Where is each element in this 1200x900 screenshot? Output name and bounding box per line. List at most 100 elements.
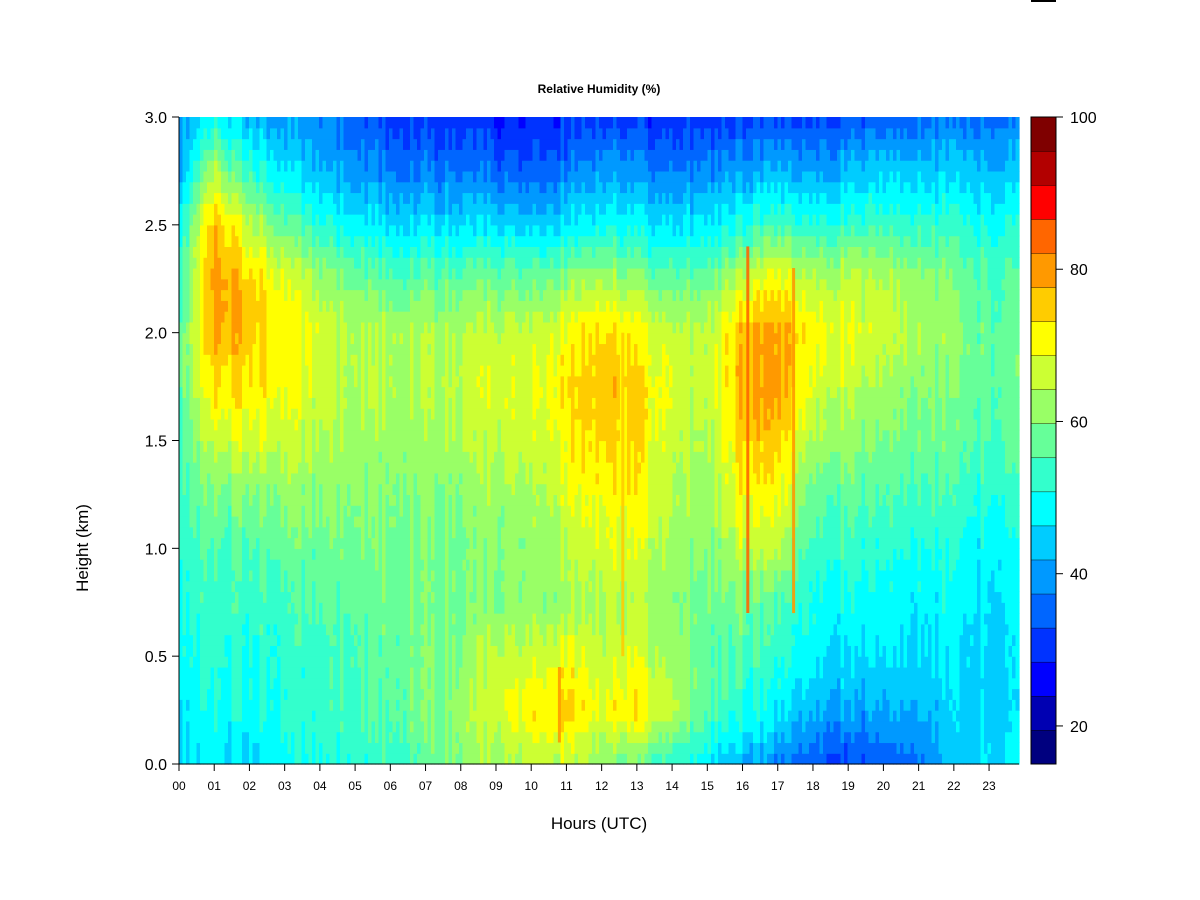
heatmap-cell (308, 440, 313, 452)
heatmap-cell (263, 246, 268, 258)
heatmap-cell (424, 321, 429, 334)
heatmap-cell (214, 170, 219, 183)
heatmap-cell (438, 311, 443, 323)
heatmap-cell (249, 408, 254, 420)
heatmap-cell (235, 742, 240, 754)
heatmap-cell (333, 731, 338, 744)
heatmap-cell (308, 149, 313, 161)
heatmap-cell (256, 472, 261, 485)
heatmap-cell (182, 666, 187, 679)
heatmap-cell (333, 559, 338, 571)
heatmap-cell (277, 602, 282, 614)
heatmap-cell (203, 365, 208, 377)
heatmap-cell (361, 257, 366, 269)
heatmap-cell (448, 278, 453, 291)
heatmap-cell (420, 375, 425, 388)
heatmap-cell (462, 569, 467, 582)
heatmap-cell (431, 311, 436, 323)
heatmap-cell (378, 602, 383, 614)
heatmap-cell (182, 710, 187, 722)
heatmap-cell (382, 677, 387, 690)
heatmap-cell (179, 386, 184, 398)
heatmap-cell (417, 602, 422, 614)
heatmap-cell (455, 494, 460, 506)
heatmap-cell (382, 354, 387, 366)
heatmap-cell (417, 494, 422, 506)
heatmap-cell (343, 483, 348, 496)
heatmap-cell (441, 666, 446, 679)
heatmap-cell (469, 742, 474, 754)
heatmap-cell (417, 354, 422, 366)
heatmap-cell (441, 203, 446, 215)
heatmap-cell (326, 494, 331, 506)
heatmap-cell (305, 505, 310, 517)
heatmap-cell (392, 526, 397, 539)
heatmap-cell (329, 710, 334, 722)
heatmap-cell (252, 332, 257, 345)
heatmap-cell (315, 602, 320, 614)
heatmap-cell (238, 354, 243, 366)
heatmap-cell (196, 181, 201, 194)
heatmap-cell (228, 602, 233, 614)
heatmap-cell (333, 181, 338, 194)
heatmap-cell (333, 645, 338, 657)
heatmap-cell (382, 483, 387, 496)
heatmap-cell (179, 138, 184, 150)
heatmap-cell (235, 117, 240, 129)
heatmap-cell (287, 127, 292, 140)
heatmap-cell (357, 710, 362, 722)
heatmap-cell (207, 321, 212, 334)
heatmap-cell (228, 117, 233, 129)
heatmap-cell (434, 160, 439, 172)
heatmap-cell (235, 656, 240, 668)
heatmap-cell (308, 731, 313, 744)
heatmap-cell (392, 515, 397, 528)
heatmap-cell (203, 375, 208, 388)
heatmap-cell (298, 451, 303, 463)
heatmap-cell (357, 192, 362, 204)
heatmap-cell (410, 160, 415, 172)
heatmap-cell (207, 235, 212, 247)
heatmap-cell (347, 656, 352, 668)
heatmap-cell (455, 235, 460, 247)
heatmap-cell (347, 548, 352, 560)
heatmap-cell (389, 278, 394, 291)
heatmap-cell (434, 321, 439, 334)
heatmap-cell (459, 623, 464, 636)
heatmap-cell (196, 418, 201, 431)
heatmap-cell (466, 559, 471, 571)
heatmap-cell (301, 613, 306, 625)
heatmap-cell (326, 505, 331, 517)
heatmap-cell (189, 160, 194, 172)
heatmap-cell (455, 569, 460, 582)
heatmap-cell (340, 559, 345, 571)
heatmap-cell (357, 429, 362, 442)
heatmap-cell (186, 505, 191, 517)
heatmap-cell (249, 138, 254, 150)
heatmap-cell (427, 127, 432, 140)
heatmap-cell (235, 300, 240, 312)
heatmap-cell (193, 505, 198, 517)
heatmap-cell (441, 375, 446, 388)
heatmap-cell (308, 117, 313, 129)
heatmap-cell (256, 710, 261, 722)
heatmap-cell (462, 688, 467, 700)
heatmap-cell (308, 602, 313, 614)
heatmap-cell (441, 332, 446, 345)
heatmap-cell (193, 311, 198, 323)
heatmap-cell (277, 526, 282, 539)
heatmap-cell (298, 742, 303, 754)
heatmap-cell (427, 160, 432, 172)
heatmap-cell (189, 214, 194, 226)
heatmap-cell (291, 429, 296, 442)
heatmap-cell (438, 354, 443, 366)
heatmap-cell (448, 203, 453, 215)
heatmap-cell (210, 170, 215, 183)
heatmap-cell (371, 160, 376, 172)
heatmap-cell (284, 580, 289, 593)
heatmap-cell (333, 623, 338, 636)
heatmap-cell (287, 429, 292, 442)
heatmap-cell (424, 742, 429, 754)
heatmap-cell (301, 710, 306, 722)
heatmap-cell (375, 354, 380, 366)
